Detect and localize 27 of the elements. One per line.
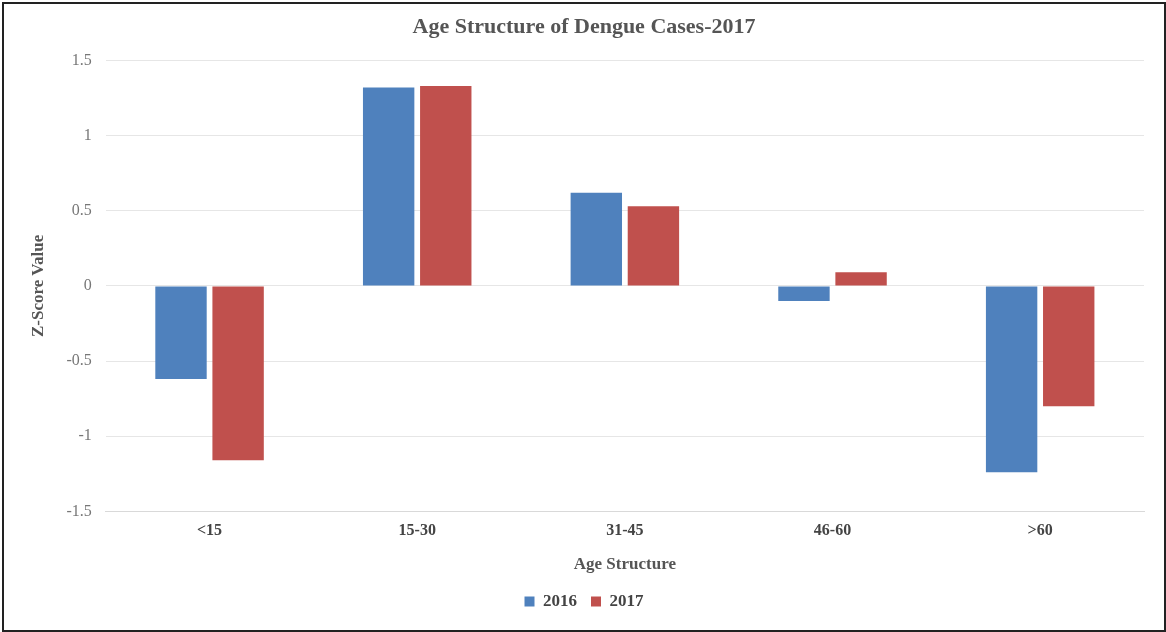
x-tick-label: <15	[196, 521, 223, 539]
bar	[778, 286, 830, 301]
x-tick-label: 31-45	[606, 521, 644, 539]
bar	[570, 192, 623, 286]
y-tick-label: 1	[83, 125, 92, 143]
legend-label: 2017	[609, 590, 644, 610]
y-tick-label: 1.5	[71, 50, 92, 68]
legend-label: 2016	[543, 590, 577, 610]
x-tick-label: >60	[1027, 521, 1053, 539]
y-axis-title: Z-Score Value	[27, 234, 47, 337]
y-tick-label: 0	[83, 276, 92, 294]
bar	[362, 87, 415, 286]
bar	[1043, 286, 1095, 407]
bar	[835, 272, 887, 286]
bar	[420, 85, 472, 286]
bar	[627, 206, 680, 286]
y-tick-label: -0.5	[66, 351, 92, 369]
x-axis-title: Age Structure	[573, 554, 677, 574]
x-tick-label: 15-30	[398, 521, 436, 539]
y-tick-label: -1	[78, 426, 92, 444]
bar	[212, 286, 264, 461]
y-tick-label: -1.5	[66, 501, 92, 519]
bar	[155, 286, 207, 380]
chart-title: Age Structure of Dengue Cases-2017	[412, 12, 756, 38]
y-tick-label: 0.5	[71, 200, 92, 218]
x-tick-label: 46-60	[813, 521, 852, 539]
bar	[985, 286, 1038, 473]
